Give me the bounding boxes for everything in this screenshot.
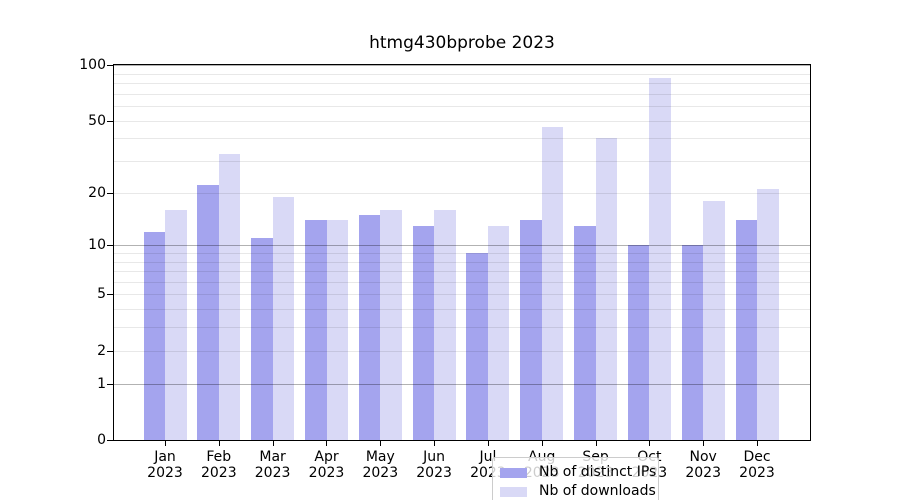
gridline-minor-50 — [114, 120, 810, 122]
bar-downloads-feb — [218, 153, 241, 440]
x-tick-label-dec: Dec 2023 — [739, 449, 775, 481]
legend-swatch-distinct-ips — [500, 467, 527, 478]
y-tick-label-5: 5 — [97, 286, 106, 303]
gridline-minor-70 — [114, 93, 810, 95]
bar-distinct-ips-jun — [412, 225, 435, 440]
bar-downloads-jun — [434, 209, 456, 440]
x-tick-mark-dec — [757, 441, 758, 446]
plot-area: Nb of distinct IPs Nb of downloads — [113, 64, 811, 500]
y-tick-mark-5 — [107, 294, 113, 295]
bar-distinct-ips-aug — [520, 220, 542, 440]
x-tick-label-feb: Feb 2023 — [200, 449, 237, 481]
chart-title: htmg430bprobe 2023 — [369, 33, 555, 53]
y-tick-mark-0 — [107, 440, 113, 441]
gridline-minor-80 — [114, 82, 810, 84]
bar-distinct-ips-jan — [143, 231, 165, 440]
bar-distinct-ips-jul — [466, 252, 488, 440]
bar-distinct-ips-nov — [681, 245, 704, 440]
legend-row-distinct-ips: Nb of distinct IPs — [500, 463, 656, 482]
x-tick-mark-jan — [165, 441, 166, 446]
bar-downloads-jan — [165, 209, 187, 440]
y-tick-label-50: 50 — [88, 112, 106, 129]
bar-downloads-nov — [703, 200, 725, 440]
bar-downloads-dec — [757, 188, 779, 440]
x-tick-mark-mar — [273, 441, 274, 446]
bar-downloads-may — [380, 209, 402, 440]
x-tick-mark-feb — [219, 441, 220, 446]
x-tick-label-nov: Nov 2023 — [685, 449, 721, 481]
bar-downloads-aug — [541, 127, 564, 440]
gridline-minor-40 — [114, 138, 810, 140]
bar-distinct-ips-feb — [197, 185, 219, 440]
gridline-minor-60 — [114, 106, 810, 107]
x-tick-label-jan: Jan 2023 — [147, 449, 183, 481]
y-tick-label-1: 1 — [97, 375, 106, 392]
y-tick-mark-50 — [107, 121, 113, 122]
y-tick-mark-1 — [107, 384, 113, 385]
bar-distinct-ips-may — [358, 214, 381, 440]
x-tick-mark-nov — [703, 441, 704, 446]
bar-distinct-ips-mar — [251, 238, 273, 440]
y-tick-label-20: 20 — [88, 184, 106, 201]
bar-downloads-apr — [326, 220, 348, 440]
y-tick-label-10: 10 — [88, 237, 106, 254]
x-tick-mark-oct — [649, 441, 650, 446]
legend-row-downloads: Nb of downloads — [500, 482, 656, 500]
gridline-minor-90 — [114, 73, 810, 75]
bar-distinct-ips-dec — [735, 220, 757, 440]
x-tick-label-apr: Apr 2023 — [308, 449, 345, 481]
legend-label-distinct-ips: Nb of distinct IPs — [539, 464, 657, 480]
x-tick-label-jun: Jun 2023 — [416, 449, 452, 481]
bar-distinct-ips-sep — [574, 225, 596, 440]
y-tick-mark-20 — [107, 193, 113, 194]
bar-downloads-mar — [272, 196, 295, 440]
x-tick-mark-jun — [434, 441, 435, 446]
y-tick-label-0: 0 — [97, 432, 106, 448]
bar-downloads-sep — [595, 138, 618, 440]
x-tick-mark-apr — [326, 441, 327, 446]
bar-distinct-ips-oct — [627, 245, 650, 440]
gridline-major-100 — [114, 65, 810, 66]
y-tick-mark-100 — [107, 65, 113, 66]
x-tick-mark-sep — [596, 441, 597, 446]
legend: Nb of distinct IPs Nb of downloads — [492, 457, 659, 500]
y-tick-mark-2 — [107, 351, 113, 352]
y-tick-mark-10 — [107, 245, 113, 246]
bar-downloads-oct — [649, 78, 671, 440]
bar-distinct-ips-apr — [305, 220, 327, 440]
legend-swatch-downloads — [500, 486, 527, 497]
x-tick-mark-may — [380, 441, 381, 446]
y-tick-label-2: 2 — [97, 342, 106, 359]
x-tick-mark-jul — [488, 441, 489, 446]
x-tick-mark-aug — [542, 441, 543, 446]
bar-downloads-jul — [487, 225, 510, 440]
y-tick-label-100: 100 — [79, 57, 106, 73]
x-tick-label-mar: Mar 2023 — [254, 449, 291, 481]
x-tick-label-may: May 2023 — [362, 449, 399, 481]
legend-label-downloads: Nb of downloads — [539, 483, 656, 499]
